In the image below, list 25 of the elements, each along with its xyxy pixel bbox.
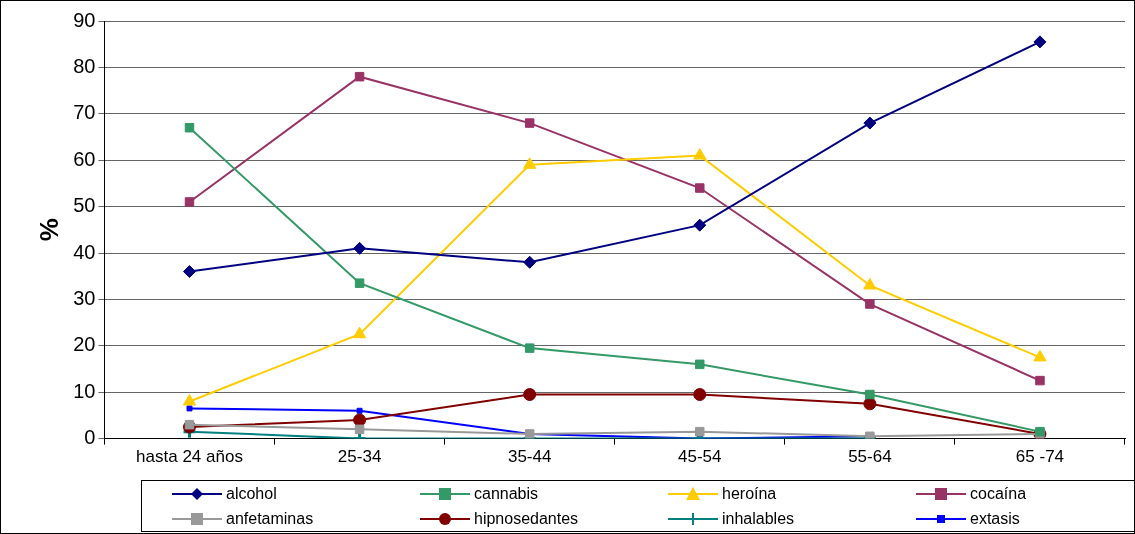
x-tick-label: hasta 24 años [136, 447, 243, 467]
legend-label: extasis [970, 509, 1020, 528]
y-tick-label: 30 [73, 286, 96, 309]
legend-label: heroína [722, 484, 777, 503]
y-tick-label: 70 [73, 101, 96, 124]
legend-label: cannabis [474, 484, 539, 503]
legend-label: cocaína [970, 484, 1027, 503]
y-tick-label: 20 [73, 333, 96, 356]
legend-label: hipnosedantes [474, 509, 579, 528]
y-tick-label: 80 [73, 54, 96, 77]
x-tick-label: 45-54 [678, 447, 722, 467]
x-tick-label: 65 -74 [1015, 447, 1065, 467]
y-tick-label: 40 [73, 240, 96, 263]
legend-label: alcohol [226, 484, 277, 503]
x-tick-label: 35-44 [507, 447, 552, 467]
y-tick-label: 50 [73, 194, 96, 217]
y-tick-label: 0 [84, 426, 96, 449]
y-tick-label: 10 [73, 379, 96, 402]
y-tick-label: 60 [73, 147, 96, 170]
x-tick-label: 55-64 [848, 447, 892, 467]
y-tick-label: 90 [73, 8, 96, 31]
legend-label: inhalables [722, 509, 795, 528]
x-tick-label: 25-34 [337, 447, 382, 467]
y-axis-title: % [33, 218, 64, 242]
legend-label: anfetaminas [226, 509, 314, 528]
